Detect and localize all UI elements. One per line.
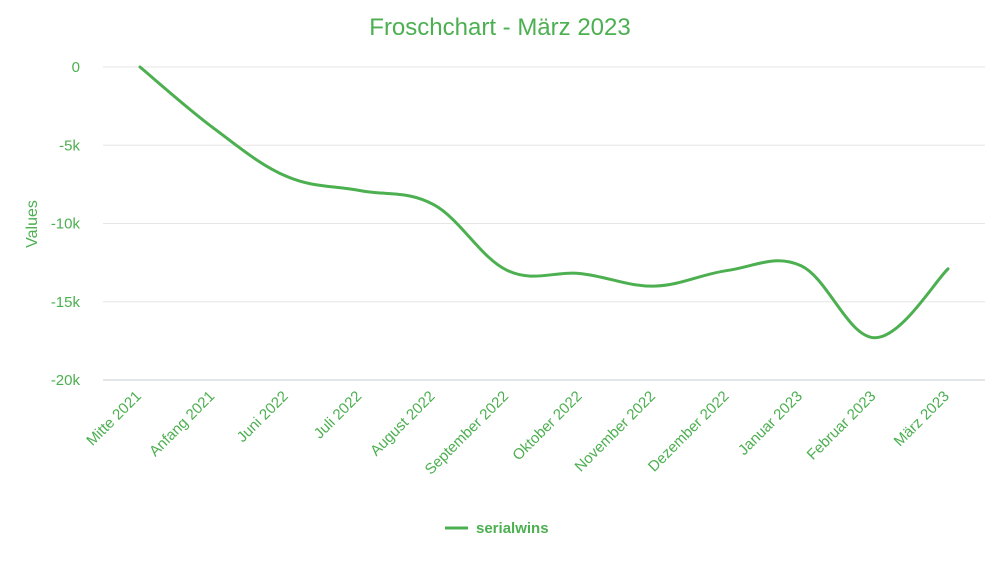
y-tick-label: -10k — [51, 216, 81, 233]
x-tick-label: Januar 2023 — [735, 388, 806, 459]
y-axis-ticks: 0 -5k -10k -15k -20k — [51, 59, 81, 389]
y-axis-title: Values — [24, 200, 41, 248]
x-axis-ticks: Mitte 2021 Anfang 2021 Juni 2022 Juli 2022 A… — [83, 388, 953, 478]
y-tick-label: 0 — [72, 59, 80, 76]
y-axis-gridlines — [103, 66, 985, 381]
x-tick-label: Dezember 2022 — [645, 388, 732, 475]
y-tick-label: -20k — [51, 372, 81, 389]
legend-label: serialwins — [476, 520, 549, 537]
x-tick-label: Anfang 2021 — [146, 388, 218, 460]
x-tick-label: Oktober 2022 — [509, 388, 585, 464]
chart-title: Froschchart - März 2023 — [369, 14, 630, 41]
y-tick-label: -5k — [59, 137, 80, 154]
x-tick-label: August 2022 — [367, 388, 439, 460]
y-tick-label: -15k — [51, 294, 81, 311]
x-tick-label: Mitte 2021 — [83, 388, 145, 450]
legend[interactable]: serialwins — [445, 520, 549, 537]
series-line-serialwins — [138, 65, 950, 340]
x-tick-label: Juni 2022 — [234, 388, 292, 446]
x-tick-label: Juli 2022 — [311, 388, 365, 442]
x-tick-label: Februar 2023 — [804, 388, 880, 464]
x-tick-label: März 2023 — [891, 388, 953, 450]
